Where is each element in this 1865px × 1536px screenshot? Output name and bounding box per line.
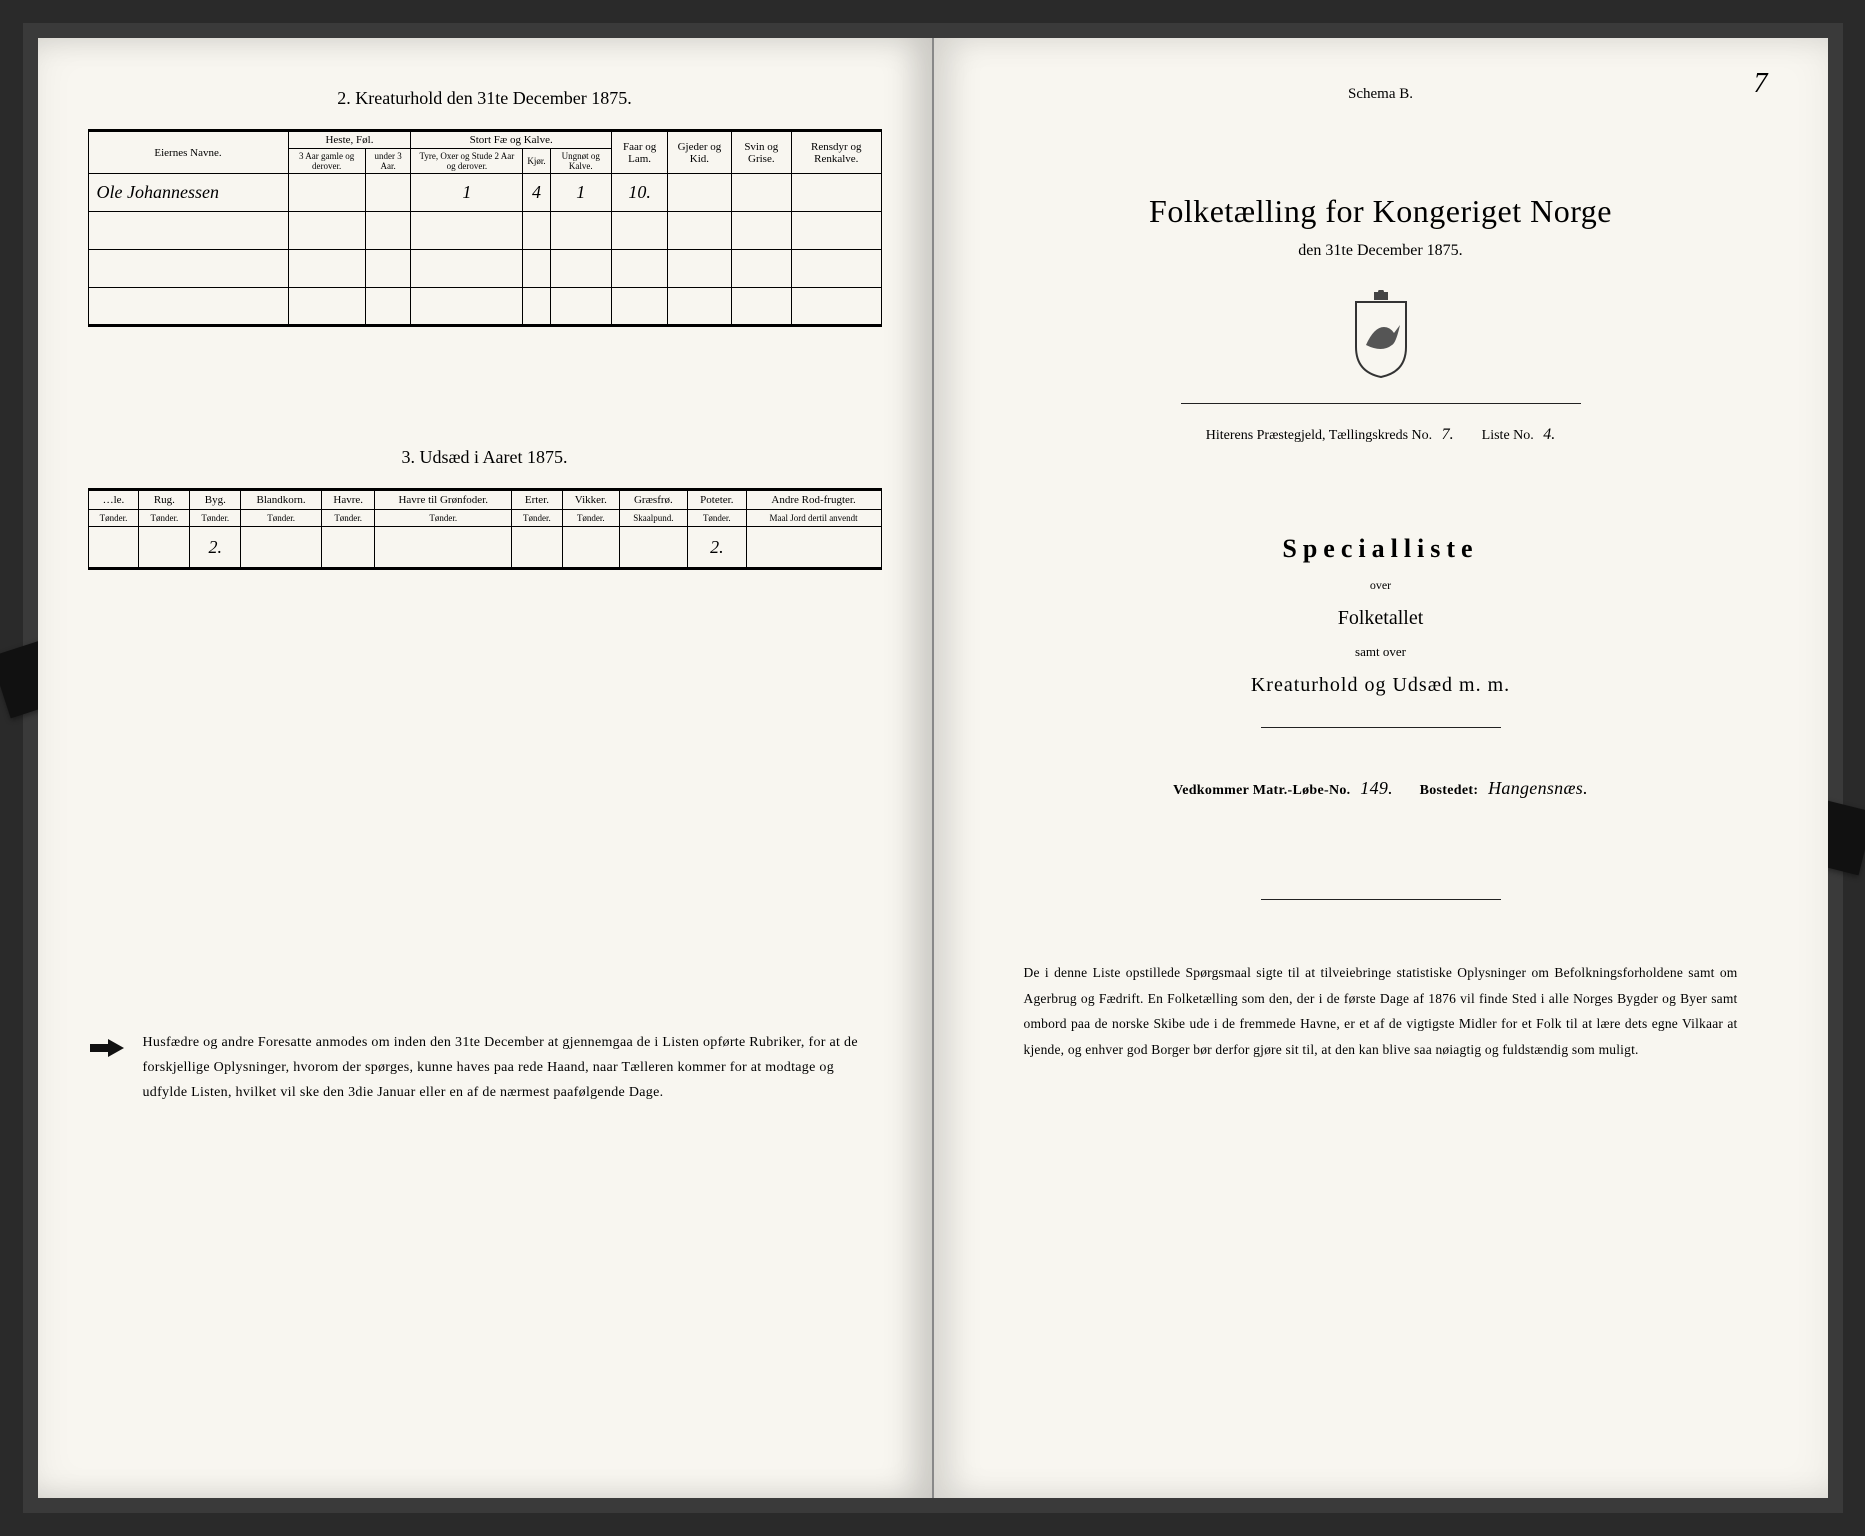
table-row: 2. 2. [88,527,881,569]
t3-unit: Tønder. [562,510,619,527]
vedkommer-line: Vedkommer Matr.-Løbe-No. 149. Bostedet: … [984,778,1778,799]
bosted-label: Bostedet: [1420,783,1479,798]
page-number: 7 [1754,68,1768,100]
pointing-hand-icon [88,1034,128,1062]
t3-col: Andre Rod-frugter. [746,490,881,510]
col-owner: Eiernes Navne. [88,131,288,174]
t3-unit: Maal Jord dertil anvendt [746,510,881,527]
left-footnote: Husfædre og andre Foresatte anmodes om i… [88,1030,882,1106]
divider [1261,899,1501,900]
cell-v4: 10. [611,174,667,212]
liste-label: Liste No. [1482,428,1534,443]
coat-of-arms-icon [984,290,1778,385]
seed-table: …le. Rug. Byg. Blandkorn. Havre. Havre t… [88,488,882,570]
cell-v2: 4 [523,174,550,212]
bosted-val: Hangensnæs. [1488,778,1588,798]
c-sub3: Ungnøt og Kalve. [550,149,611,174]
right-footnote: De i denne Liste opstillede Spørgsmaal s… [1024,960,1738,1063]
table-row [88,288,881,326]
col-rein: Rensdyr og Renkalve. [792,131,881,174]
table-row [88,212,881,250]
left-page: 2. Kreaturhold den 31te December 1875. E… [38,38,934,1498]
table-row [88,250,881,288]
t3-col: …le. [88,490,139,510]
t3-col: Havre. [321,490,375,510]
census-date: den 31te December 1875. [984,242,1778,260]
cell-v1: 1 [411,174,523,212]
livestock-table: Eiernes Navne. Heste, Føl. Stort Fæ og K… [88,129,882,327]
specialliste-title: Specialliste [984,534,1778,564]
byg-val: 2. [190,527,241,569]
c-sub2: Kjør. [523,149,550,174]
grp-cattle: Stort Fæ og Kalve. [411,131,611,149]
parish-line: Hiterens Præstegjeld, Tællingskreds No. … [984,426,1778,444]
col-sheep: Faar og Lam. [611,131,667,174]
col-pig: Svin og Grise. [731,131,791,174]
t3-col: Blandkorn. [241,490,322,510]
footnote-text: Husfædre og andre Foresatte anmodes om i… [143,1030,882,1106]
t3-unit: Tønder. [190,510,241,527]
t3-col: Græsfrø. [619,490,687,510]
h-sub1: 3 Aar gamle og derover. [288,149,365,174]
over-label: over [984,578,1778,593]
cell-v3: 1 [550,174,611,212]
folketallet-label: Folketallet [984,607,1778,630]
t3-col: Havre til Grønfoder. [375,490,512,510]
section3-title: 3. Udsæd i Aaret 1875. [88,447,882,468]
liste-no: 4. [1543,426,1555,443]
t3-unit: Tønder. [139,510,190,527]
t3-unit: Tønder. [375,510,512,527]
t3-unit: Tønder. [321,510,375,527]
t3-col: Byg. [190,490,241,510]
book-spread: 2. Kreaturhold den 31te December 1875. E… [23,23,1843,1513]
t3-col: Poteter. [688,490,747,510]
t3-unit: Tønder. [688,510,747,527]
c-sub1: Tyre, Oxer og Stude 2 Aar og derover. [411,149,523,174]
samt-label: samt over [984,644,1778,660]
owner-name: Ole Johannessen [88,174,288,212]
right-page: 7 Schema B. Folketælling for Kongeriget … [934,38,1828,1498]
census-title: Folketælling for Kongeriget Norge [984,193,1778,230]
kreatur-label: Kreaturhold og Udsæd m. m. [984,674,1778,697]
parish-label: Hiterens Præstegjeld, Tællingskreds No. [1206,428,1432,443]
matr-no: 149. [1360,778,1393,798]
kreds-no: 7. [1442,426,1454,443]
divider [1261,727,1501,728]
t3-unit: Tønder. [241,510,322,527]
t3-col: Vikker. [562,490,619,510]
schema-label: Schema B. [984,86,1778,103]
t3-unit: Skaalpund. [619,510,687,527]
matr-label: Vedkommer Matr.-Løbe-No. [1173,783,1350,798]
table-row: Ole Johannessen 1 4 1 10. [88,174,881,212]
col-goat: Gjeder og Kid. [668,131,731,174]
divider [1181,403,1581,404]
t3-col: Erter. [511,490,562,510]
t3-unit: Tønder. [511,510,562,527]
grp-horse: Heste, Føl. [288,131,411,149]
h-sub2: under 3 Aar. [365,149,411,174]
t3-col: Rug. [139,490,190,510]
pot-val: 2. [688,527,747,569]
t3-unit: Tønder. [88,510,139,527]
section2-title: 2. Kreaturhold den 31te December 1875. [88,88,882,109]
